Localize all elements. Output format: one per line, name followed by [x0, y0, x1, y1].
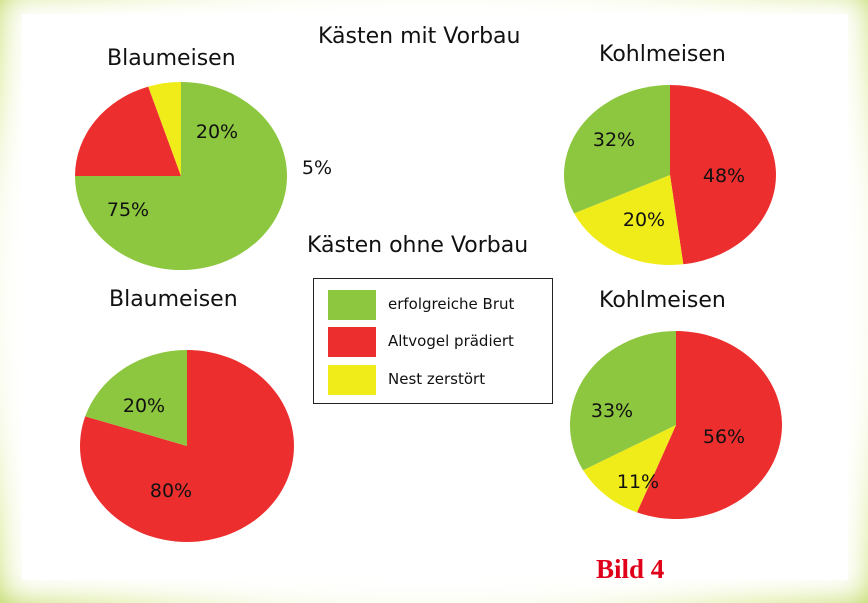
pie-slice-erfolgreiche-brut — [570, 331, 676, 471]
pie-slice-nest-zerst-rt — [583, 425, 676, 513]
pie-title-blaumeisen-mit: Blaumeisen — [107, 46, 236, 71]
pie-slice-altvogel-pr-diert — [636, 331, 783, 519]
slice-value-label: 11% — [617, 471, 659, 493]
legend: erfolgreiche Brut Altvogel prädiert Nest… — [313, 278, 553, 404]
legend-swatch-yellow — [328, 365, 376, 395]
legend-swatch-green — [328, 290, 376, 320]
pie-title-blaumeisen-ohne: Blaumeisen — [109, 287, 238, 312]
slice-value-label: 80% — [150, 480, 192, 502]
legend-item-erfolgreiche-brut: erfolgreiche Brut — [328, 290, 548, 320]
legend-item-altvogel-pradiert: Altvogel prädiert — [328, 327, 548, 357]
legend-label: Nest zerstört — [388, 370, 486, 388]
pie-slice-nest-zerst-rt — [148, 82, 181, 176]
slice-value-label: 20% — [623, 209, 665, 231]
slice-value-label: 56% — [703, 426, 745, 448]
pie-title-kohlmeisen-mit: Kohlmeisen — [599, 42, 726, 67]
slice-value-label: 48% — [703, 165, 745, 187]
legend-item-nest-zerstort: Nest zerstört — [328, 365, 548, 395]
pie-slice-erfolgreiche-brut — [563, 85, 670, 214]
pie-slice-altvogel-pr-diert — [670, 85, 777, 265]
slice-value-label: 20% — [196, 121, 238, 143]
pie-slice-nest-zerst-rt — [574, 175, 684, 265]
figure-label: Bild 4 — [596, 554, 665, 584]
slice-value-label: 32% — [593, 129, 635, 151]
heading-ohne-vorbau: Kästen ohne Vorbau — [307, 233, 529, 258]
legend-label: erfolgreiche Brut — [388, 295, 515, 313]
slice-value-label: 20% — [123, 395, 165, 417]
slice-value-label: 75% — [107, 199, 149, 221]
legend-label: Altvogel prädiert — [388, 332, 514, 350]
slice-value-label: 33% — [591, 400, 633, 422]
slice-value-label: 5% — [302, 157, 332, 179]
pie-title-kohlmeisen-ohne: Kohlmeisen — [599, 288, 726, 313]
legend-swatch-red — [328, 327, 376, 357]
pie-slice-altvogel-pr-diert — [75, 86, 181, 176]
pie-slice-erfolgreiche-brut — [85, 350, 187, 446]
heading-mit-vorbau: Kästen mit Vorbau — [318, 24, 521, 49]
